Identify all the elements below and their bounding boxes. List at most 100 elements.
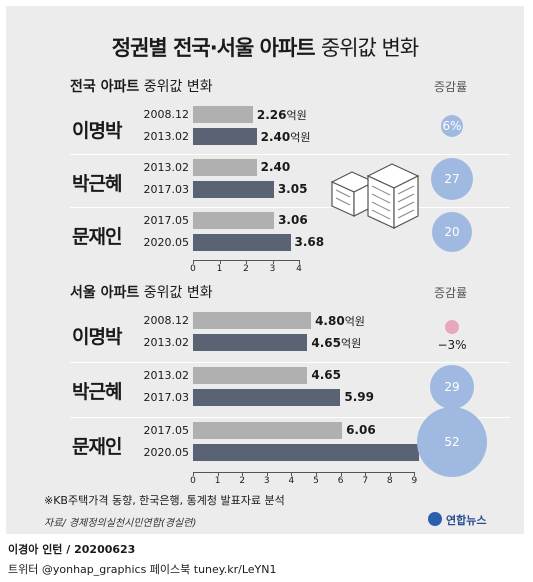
axis-tick-label: 9 [411,476,418,486]
axis-tick-mark [242,472,244,476]
bar [193,312,312,329]
bar-value-label: 5.99 [344,390,374,404]
yonhap-logo-icon [428,512,442,526]
leader-name: 문재인 [72,226,122,248]
bar-date-label: 2017.05 [143,214,190,227]
axis-tick-mark [266,472,268,476]
bar [193,367,308,384]
bar [193,106,253,123]
bar-date-label: 2013.02 [143,336,190,349]
bar-value-label: 6.06 [346,423,376,437]
bar [193,334,308,351]
bar [193,389,341,406]
change-bubble: 27 [431,158,473,200]
axis-tick-label: 0 [190,476,196,486]
bar-value-label: 2.40억원 [261,129,311,145]
source: 자료/ 경제정의실천시민연합(경실련) [44,518,197,529]
social-links: 트위터 @yonhap_graphics 페이스북 tuney.kr/LeYN1 [8,563,277,576]
axis-tick-mark [340,472,342,476]
bar-date-label: 2013.02 [143,369,190,382]
group-separator [70,362,510,363]
bar-value: 3.06 [278,213,308,227]
bar-value-label: 3.06 [278,213,308,227]
axis-tick-label: 0 [190,264,196,274]
section-title-light: 중위값 변화 [139,79,213,95]
axis-tick-label: 3 [263,476,270,486]
credit: 이경아 인턴 / 20200623 [8,543,136,556]
bar [193,212,275,229]
axis-tick-mark [246,260,247,264]
axis-tick-label: 8 [386,476,393,486]
bar-value: 3.05 [277,182,308,196]
leader-name: 이명박 [72,326,122,348]
bar [193,444,420,461]
bar-value: 2.40 [260,130,291,144]
axis-tick-mark [193,260,194,264]
bar [193,422,343,439]
change-bubble: 20 [432,212,472,252]
axis-tick-label: 2 [243,264,249,274]
bar-value-label: 4.65 [311,368,341,382]
section-title-bold: 전국 아파트 [70,79,140,95]
axis-tick-mark [389,472,391,476]
apartment-building-icon [330,163,420,229]
axis-tick-label: 1 [216,264,223,274]
axis-tick-mark [217,472,219,476]
group-separator [70,417,510,418]
infographic-card: 정권별 전국·서울 아파트 중위값 변화 전국 아파트 중위값 변화 증감률 이명박… [6,6,524,534]
axis-tick-label: 2 [239,476,246,486]
bar [193,128,257,145]
axis-tick-label: 6 [337,476,344,486]
axis-tick-mark [299,260,300,264]
bar [193,159,257,176]
title-bold: 정권별 전국·서울 아파트 [111,36,316,60]
leader-name: 문재인 [72,436,122,458]
axis-tick-label: 3 [269,264,276,274]
bar-value-label: 4.80억원 [315,313,365,329]
bar-date-label: 2008.12 [143,108,190,121]
bar-date-label: 2020.05 [143,446,190,459]
bar-value: 5.99 [344,390,374,404]
group-separator [70,154,510,155]
axis-tick-label: 7 [362,476,369,486]
yonhap-logo: 연합뉴스 [446,514,487,527]
bar-unit: 억원 [290,131,311,144]
axis-tick-label: 4 [288,476,295,486]
group-separator [70,207,510,208]
bar-date-label: 2017.03 [143,183,190,196]
axis-tick-label: 1 [214,476,221,486]
footnote: ※KB주택가격 동향, 한국은행, 통계청 발표자료 분석 [44,494,285,507]
bar [193,234,291,251]
axis-tick-mark [414,472,416,476]
change-rate-label: −3% [437,338,467,352]
change-bubble: 52 [417,407,487,477]
axis-tick-mark [365,472,367,476]
axis-tick-mark [272,260,274,264]
bar-unit: 억원 [344,315,365,328]
axis-tick-mark [291,472,293,476]
leader-name: 박근혜 [72,173,122,195]
leader-name: 박근혜 [72,381,122,403]
bar-value: 2.26 [256,108,287,122]
section-title: 서울 아파트 중위값 변화 [70,282,213,302]
change-rate-header: 증감률 [434,286,468,300]
change-bubble [445,320,459,334]
x-axis [193,472,415,473]
change-bubble: 29 [430,365,474,409]
bar-value: 4.80 [315,314,345,328]
bar-value: 4.65 [311,336,341,350]
bar-value: 2.40 [260,160,291,174]
bar-value-label: 3.68 [295,235,325,249]
bar-value: 6.06 [346,423,376,437]
bar-date-label: 2020.05 [143,236,190,249]
axis-tick-label: 5 [313,476,319,486]
axis-tick-label: 4 [296,264,302,274]
bar-value-label: 2.40 [261,160,291,174]
axis-tick-mark [193,472,194,476]
bar-date-label: 2013.02 [143,161,190,174]
bar-value-label: 2.26억원 [257,107,307,123]
title-light: 중위값 변화 [320,36,419,60]
bar-date-label: 2013.02 [143,130,190,143]
bar [193,181,274,198]
section-title-light: 중위값 변화 [139,285,213,301]
